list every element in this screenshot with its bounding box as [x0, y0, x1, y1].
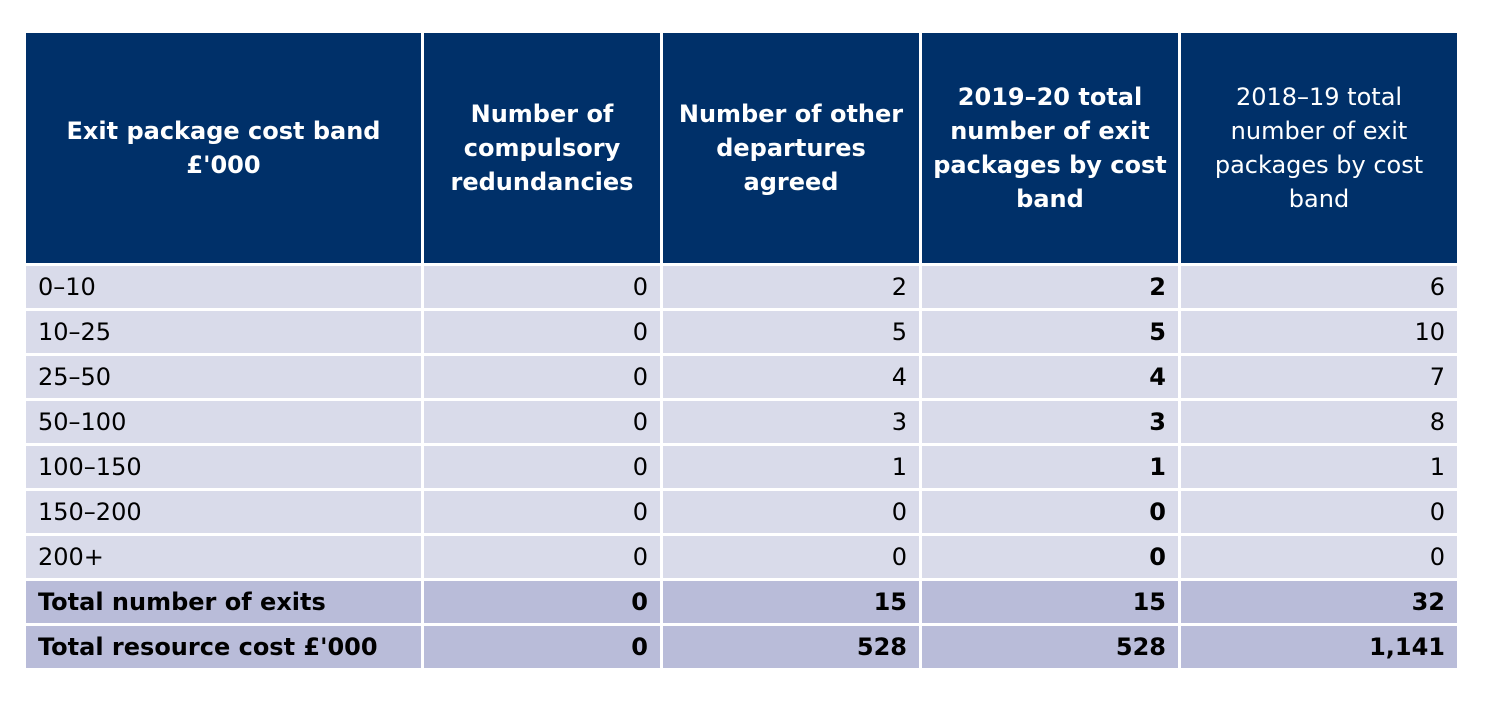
- total-exits-row: Total number of exits 0 15 15 32: [26, 581, 1457, 623]
- table-row: 200+ 0 0 0 0: [26, 536, 1457, 578]
- compulsory-cell: 0: [424, 356, 660, 398]
- table-row: 50–100 0 3 3 8: [26, 401, 1457, 443]
- total-cost-other: 528: [663, 626, 919, 668]
- compulsory-cell: 0: [424, 266, 660, 308]
- total-2019-20-cell: 3: [922, 401, 1178, 443]
- cost-band-cell: 200+: [26, 536, 421, 578]
- other-departures-cell: 2: [663, 266, 919, 308]
- cost-band-cell: 100–150: [26, 446, 421, 488]
- total-2019-20-cell: 4: [922, 356, 1178, 398]
- cost-band-cell: 25–50: [26, 356, 421, 398]
- compulsory-cell: 0: [424, 536, 660, 578]
- table-row: 0–10 0 2 2 6: [26, 266, 1457, 308]
- total-2019-20-cell: 0: [922, 491, 1178, 533]
- total-2018-19-cell: 6: [1181, 266, 1457, 308]
- total-exits-label: Total number of exits: [26, 581, 421, 623]
- cost-band-cell: 50–100: [26, 401, 421, 443]
- header-2018-19-total: 2018–19 total number of exit packages by…: [1181, 33, 1457, 263]
- total-2019-20-cell: 1: [922, 446, 1178, 488]
- compulsory-cell: 0: [424, 491, 660, 533]
- other-departures-cell: 1: [663, 446, 919, 488]
- table-row: 100–150 0 1 1 1: [26, 446, 1457, 488]
- total-2018-19-cell: 0: [1181, 536, 1457, 578]
- total-cost-compulsory: 0: [424, 626, 660, 668]
- table-row: 150–200 0 0 0 0: [26, 491, 1457, 533]
- table-header-row: Exit package cost band £'000 Number of c…: [26, 33, 1457, 263]
- cost-band-cell: 150–200: [26, 491, 421, 533]
- total-2018-19-cell: 1: [1181, 446, 1457, 488]
- total-cost-label: Total resource cost £'000: [26, 626, 421, 668]
- other-departures-cell: 0: [663, 491, 919, 533]
- total-cost-2018-19: 1,141: [1181, 626, 1457, 668]
- total-2019-20-cell: 0: [922, 536, 1178, 578]
- header-compulsory-redundancies: Number of compulsory redundancies: [424, 33, 660, 263]
- total-exits-other: 15: [663, 581, 919, 623]
- total-2018-19-cell: 8: [1181, 401, 1457, 443]
- total-cost-2019-20: 528: [922, 626, 1178, 668]
- header-2019-20-total: 2019–20 total number of exit packages by…: [922, 33, 1178, 263]
- total-2019-20-cell: 2: [922, 266, 1178, 308]
- other-departures-cell: 5: [663, 311, 919, 353]
- total-2019-20-cell: 5: [922, 311, 1178, 353]
- total-exits-2019-20: 15: [922, 581, 1178, 623]
- total-2018-19-cell: 7: [1181, 356, 1457, 398]
- cost-band-cell: 10–25: [26, 311, 421, 353]
- other-departures-cell: 3: [663, 401, 919, 443]
- total-2018-19-cell: 0: [1181, 491, 1457, 533]
- compulsory-cell: 0: [424, 401, 660, 443]
- exit-packages-table: Exit package cost band £'000 Number of c…: [23, 30, 1460, 671]
- total-exits-2018-19: 32: [1181, 581, 1457, 623]
- cost-band-cell: 0–10: [26, 266, 421, 308]
- other-departures-cell: 4: [663, 356, 919, 398]
- header-other-departures: Number of other departures agreed: [663, 33, 919, 263]
- total-exits-compulsory: 0: [424, 581, 660, 623]
- total-cost-row: Total resource cost £'000 0 528 528 1,14…: [26, 626, 1457, 668]
- header-cost-band: Exit package cost band £'000: [26, 33, 421, 263]
- table-row: 10–25 0 5 5 10: [26, 311, 1457, 353]
- compulsory-cell: 0: [424, 311, 660, 353]
- total-2018-19-cell: 10: [1181, 311, 1457, 353]
- other-departures-cell: 0: [663, 536, 919, 578]
- compulsory-cell: 0: [424, 446, 660, 488]
- table-row: 25–50 0 4 4 7: [26, 356, 1457, 398]
